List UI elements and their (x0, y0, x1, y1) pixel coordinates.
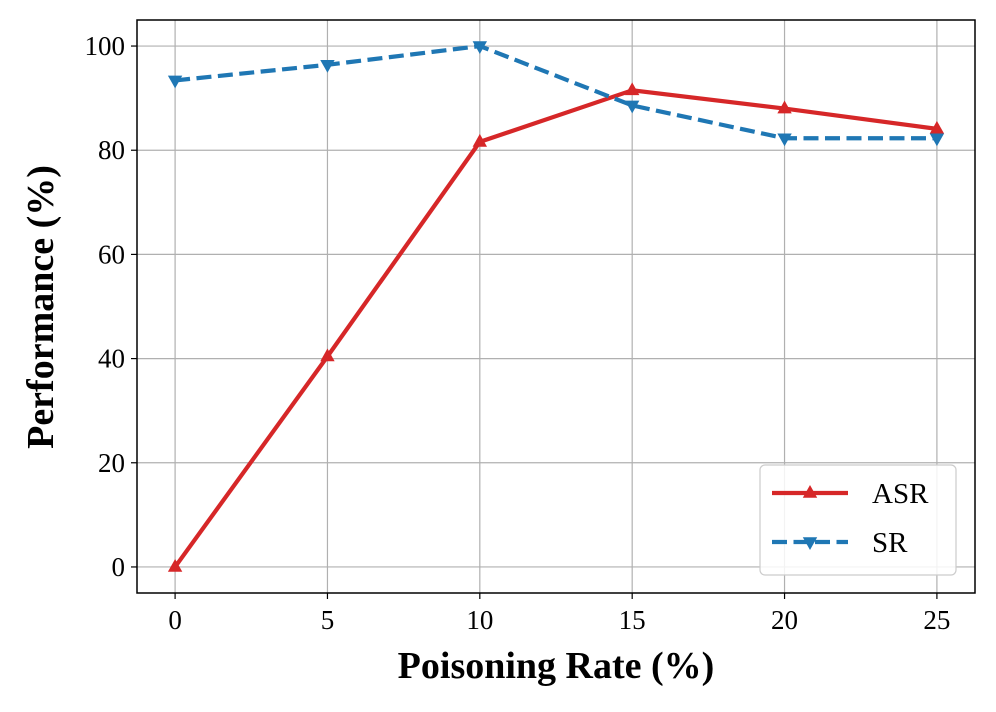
sr-point (167, 75, 183, 89)
legend-sr-label: SR (872, 527, 908, 559)
axis-ticks: 0 5 10 15 20 25 0 20 40 60 80 100 (85, 31, 951, 635)
y-tick-label: 100 (85, 31, 126, 61)
asr-point (472, 133, 488, 147)
plot-frame (136, 19, 976, 594)
x-tick-label: 25 (923, 605, 950, 635)
legend-asr-marker (802, 485, 818, 498)
y-tick-label: 60 (98, 239, 125, 269)
x-tick-label: 10 (466, 605, 493, 635)
sr-line (174, 43, 937, 141)
asr-point (167, 558, 183, 572)
sr-point (320, 59, 335, 73)
sr-point (624, 100, 640, 114)
sr-point (777, 133, 792, 147)
sr-point (929, 133, 945, 147)
asr-series (167, 82, 945, 572)
asr-point (929, 120, 945, 134)
sr-series (167, 41, 945, 147)
asr-point (777, 100, 792, 114)
x-axis-title: Poisoning Rate (%) (398, 645, 715, 687)
plot-series (167, 41, 945, 572)
y-tick-label: 20 (98, 448, 125, 478)
asr-line (173, 88, 938, 569)
y-tick-label: 40 (98, 344, 125, 374)
sr-point (472, 41, 488, 55)
legend: ASR SR (759, 464, 957, 576)
asr-point (624, 82, 640, 96)
y-axis-title: Performance (%) (20, 165, 62, 449)
x-tick-label: 0 (168, 605, 182, 635)
x-tick-label: 5 (321, 605, 335, 635)
y-tick-label: 0 (112, 552, 126, 582)
y-tick-label: 80 (98, 135, 125, 165)
grid (137, 20, 975, 593)
asr-point (320, 348, 335, 362)
legend-sr-marker (802, 537, 818, 550)
x-tick-label: 20 (771, 605, 798, 635)
x-tick-label: 15 (619, 605, 646, 635)
legend-asr-label: ASR (872, 478, 929, 510)
